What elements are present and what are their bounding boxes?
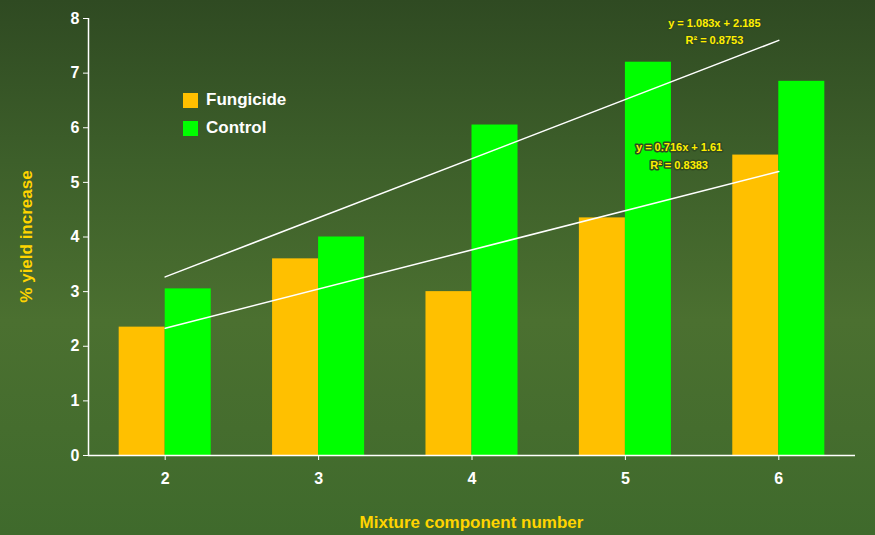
svg-text:8: 8 [71,10,80,27]
svg-text:7: 7 [71,64,80,81]
html-text:Fungicide: Fungicide [206,90,287,109]
svg-text:3: 3 [71,283,80,300]
html-text:Control: Control [206,118,267,137]
svg-text:5: 5 [621,470,630,487]
svg-text:6: 6 [774,470,783,487]
svg-text:1: 1 [71,392,80,409]
svg-text:y = 0.716x + 1.61: y = 0.716x + 1.61 [636,141,722,153]
svg-text:5: 5 [71,173,80,190]
svg-text:2: 2 [161,470,170,487]
svg-text:R² = 0.8383: R² = 0.8383 [650,159,708,171]
svg-text:R² = 0.8753: R² = 0.8753 [685,34,743,46]
svg-text:4: 4 [468,470,477,487]
svg-text:Mixture component number: Mixture component number [360,513,584,532]
svg-text:0: 0 [71,447,80,464]
svg-text:4: 4 [71,228,80,245]
svg-text:6: 6 [71,119,80,136]
svg-text:y = 1.083x + 2.185: y = 1.083x + 2.185 [668,17,760,29]
svg-text:% yield increase: % yield increase [17,170,36,302]
svg-text:3: 3 [314,470,323,487]
svg-text:2: 2 [71,337,80,354]
